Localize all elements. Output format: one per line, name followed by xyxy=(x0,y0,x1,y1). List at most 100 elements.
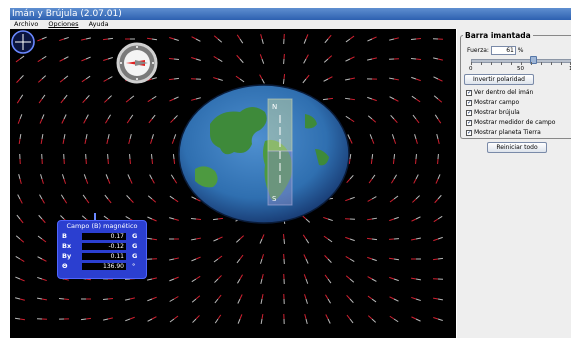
menu-bar: Archivo Opciones Ayuda xyxy=(10,20,571,29)
field-needle xyxy=(173,178,178,184)
field-needle-tail xyxy=(151,77,157,80)
field-needle-tail xyxy=(436,134,439,140)
field-needle-tail xyxy=(349,174,354,180)
menu-ayuda[interactable]: Ayuda xyxy=(88,20,109,28)
field-needle-tail xyxy=(147,195,153,200)
checkbox-show-meter[interactable]: Mostrar medidor de campo xyxy=(466,119,555,126)
field-needle xyxy=(195,295,201,300)
field-needle xyxy=(191,98,197,101)
field-needle xyxy=(195,315,200,320)
field-needle-tail xyxy=(415,237,421,240)
field-needle-tail xyxy=(327,298,331,304)
field-probe-icon[interactable] xyxy=(10,29,36,55)
checkbox-show-earth[interactable]: Mostrar planeta Tierra xyxy=(466,129,541,136)
field-needle-tail xyxy=(213,238,219,242)
field-needle-tail xyxy=(37,235,43,240)
field-needle xyxy=(19,218,24,224)
field-needle-tail xyxy=(17,194,21,200)
field-needle-tail xyxy=(261,38,264,44)
field-needle xyxy=(191,36,197,40)
invert-polarity-button[interactable]: Invertir polaridad xyxy=(464,74,534,85)
reset-all-button[interactable]: Reiniciar todo xyxy=(487,142,547,153)
field-needle-tail xyxy=(371,298,377,303)
checkbox-icon[interactable] xyxy=(466,119,472,126)
force-input[interactable]: 61 xyxy=(490,46,516,55)
field-needle xyxy=(63,198,68,204)
simulation-canvas[interactable]: N S Campo (B) magnético B 0.17 G Bx - xyxy=(10,29,456,338)
field-needle xyxy=(104,98,109,103)
field-needle-tail xyxy=(85,37,91,40)
field-needle-tail xyxy=(169,258,175,261)
meter-row-theta: Θ 136.90 ° xyxy=(62,262,136,270)
field-needle xyxy=(412,198,417,203)
checkbox-show-field[interactable]: Mostrar campo xyxy=(466,99,519,106)
probe-stem xyxy=(94,213,96,221)
field-needle xyxy=(259,74,263,80)
bar-magnet[interactable]: N S xyxy=(267,98,293,206)
field-needle-tail xyxy=(393,298,399,302)
field-needle-tail xyxy=(393,258,400,261)
field-needle xyxy=(81,78,87,83)
field-needle xyxy=(411,316,417,320)
field-needle xyxy=(85,278,92,281)
field-needle xyxy=(437,138,440,144)
field-needle-tail xyxy=(327,318,331,324)
field-needle-tail xyxy=(127,174,131,180)
field-needle-tail xyxy=(323,58,329,63)
field-needle xyxy=(303,254,307,260)
field-needle-tail xyxy=(107,57,113,60)
field-needle xyxy=(107,178,111,184)
force-slider-thumb[interactable] xyxy=(530,56,537,64)
field-needle xyxy=(349,77,355,80)
checkbox-icon[interactable] xyxy=(466,99,472,106)
field-needle-tail xyxy=(147,216,153,220)
field-needle xyxy=(370,158,373,165)
field-needle-tail xyxy=(345,78,351,81)
field-needle-tail xyxy=(195,38,201,42)
field-needle xyxy=(349,56,355,60)
slider-ticks xyxy=(471,62,571,65)
field-needle xyxy=(217,236,223,240)
magnet-south-label: S xyxy=(272,195,277,203)
field-needle-tail xyxy=(129,114,134,120)
field-needle xyxy=(415,138,418,144)
checkbox-icon[interactable] xyxy=(466,89,472,96)
field-needle-tail xyxy=(393,278,399,282)
field-needle-tail xyxy=(41,94,46,100)
field-needle xyxy=(61,118,65,124)
checkbox-show-compass[interactable]: Mostrar brújula xyxy=(466,109,520,116)
magnet-group: Barra imantada Fuerza: 61 % 0 50 10 Inve… xyxy=(460,31,571,139)
field-needle-tail xyxy=(129,95,135,100)
field-needle-tail xyxy=(169,318,175,323)
checkbox-icon[interactable] xyxy=(466,129,472,136)
checkbox-see-inside[interactable]: Ver dentro del imán xyxy=(466,89,533,96)
field-needle xyxy=(147,98,153,103)
field-needle xyxy=(103,58,109,61)
field-needle-tail xyxy=(212,218,219,221)
field-needle-tail xyxy=(36,297,43,300)
force-unit: % xyxy=(517,47,524,54)
field-needle-tail xyxy=(437,257,444,260)
field-needle xyxy=(433,317,439,320)
field-needle-tail xyxy=(125,216,131,220)
field-needle xyxy=(195,237,202,240)
field-needle xyxy=(85,317,92,320)
field-needle xyxy=(151,158,154,165)
field-needle xyxy=(83,118,87,124)
field-needle xyxy=(415,98,421,103)
compass-icon[interactable] xyxy=(116,42,158,84)
menu-archivo[interactable]: Archivo xyxy=(14,20,39,28)
checkbox-icon[interactable] xyxy=(466,109,472,116)
field-needle-tail xyxy=(195,97,201,100)
field-needle xyxy=(324,255,329,260)
field-meter-panel[interactable]: Campo (B) magnético B 0.17 G Bx -0.12 G … xyxy=(57,220,147,279)
field-needle xyxy=(19,318,26,321)
field-needle-tail xyxy=(214,298,219,304)
menu-opciones[interactable]: Opciones xyxy=(48,20,79,28)
meter-title: Campo (B) magnético xyxy=(66,222,138,230)
field-needle-tail xyxy=(239,38,244,44)
field-needle-tail xyxy=(390,114,395,120)
field-needle xyxy=(261,313,264,320)
field-needle xyxy=(261,234,265,240)
field-needle-tail xyxy=(393,195,399,200)
